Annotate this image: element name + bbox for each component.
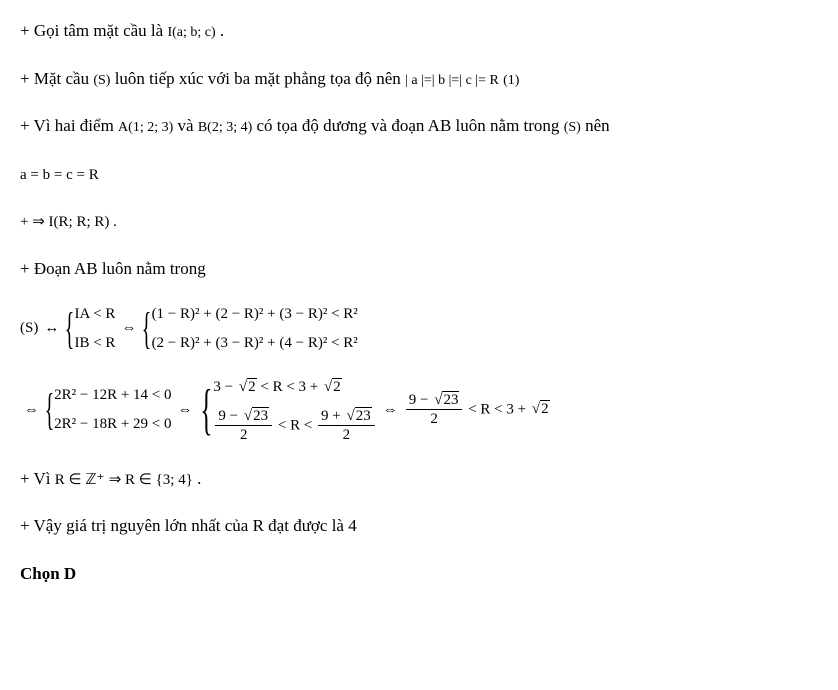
para-4: a = b = c = R — [20, 161, 818, 187]
iff-icon: ⇔ — [383, 399, 398, 422]
iff-icon: ⇔ — [24, 399, 39, 422]
iff-icon: ⇔ — [178, 399, 193, 422]
text: + Gọi tâm mặt cầu là — [20, 21, 167, 40]
math-center: I(a; b; c) — [167, 25, 215, 40]
point-B: B(2; 3; 4) — [198, 120, 252, 135]
para-1: + Gọi tâm mặt cầu là I(a; b; c) . — [20, 18, 818, 44]
text: và — [178, 116, 198, 135]
para-8: + Vậy giá trị nguyên lớn nhất của R đạt … — [20, 513, 818, 539]
math-s: (S) — [93, 73, 110, 88]
final-range: 9 − 23 2 < R < 3 + 2 — [404, 392, 550, 428]
ineq-IA: IA < R — [74, 303, 115, 326]
val: < R < 3 + — [468, 401, 530, 417]
para-5: + ⇒ I(R; R; R) . — [20, 208, 818, 234]
val: 3 − — [213, 379, 236, 395]
denominator: 2 — [430, 410, 438, 428]
text: . — [197, 469, 201, 488]
ineq-IB: IB < R — [74, 332, 115, 355]
iff-icon: ↔ — [44, 317, 59, 340]
answer-label: Chọn D — [20, 564, 76, 583]
quad-2: 2R² − 18R + 29 < 0 — [54, 413, 171, 436]
math-Z: R ∈ ℤ⁺ — [55, 472, 105, 488]
constraint-row-2: ⇔ { 2R² − 12R + 14 < 0 2R² − 18R + 29 < … — [20, 376, 818, 444]
fraction: 9 − 23 2 — [406, 392, 463, 428]
val: 9 − — [218, 408, 241, 424]
range-R-1: 3 − 2 < R < 3 + 2 — [213, 376, 376, 399]
sqrt-icon: 23 — [432, 392, 459, 409]
denominator: 2 — [240, 426, 248, 444]
val: 9 − — [409, 392, 432, 408]
radicand: 23 — [252, 407, 269, 424]
implies: ⇒ — [109, 472, 125, 488]
fraction: 9 − 23 2 — [215, 408, 272, 444]
radicand: 2 — [247, 378, 257, 395]
label-S: (S) — [20, 317, 38, 340]
sqrt-icon: 2 — [530, 398, 550, 421]
text: + Vì — [20, 469, 55, 488]
text: + Mặt cầu — [20, 69, 93, 88]
sqrt-icon: 2 — [322, 376, 342, 399]
radicand: 2 — [332, 378, 342, 395]
radicand: 23 — [355, 407, 372, 424]
val: < R < 3 + — [257, 379, 322, 395]
point-A: A(1; 2; 3) — [118, 120, 173, 135]
system-2: (1 − R)² + (2 − R)² + (3 − R)² < R² (2 −… — [152, 303, 358, 354]
sqrt-icon: 23 — [345, 408, 372, 425]
val: < R < — [278, 417, 316, 433]
math-abc: a = b = c = R — [20, 167, 99, 183]
math-set: R ∈ {3; 4} — [125, 472, 193, 488]
numerator: 9 + 23 — [318, 408, 375, 427]
ineq-expand-2: (2 − R)² + (3 − R)² + (4 − R)² < R² — [152, 332, 358, 355]
brace-icon: { — [45, 399, 55, 421]
numerator: 9 − 23 — [215, 408, 272, 427]
math-s2: (S) — [564, 120, 581, 135]
sqrt-icon: 23 — [242, 408, 269, 425]
system-1: IA < R IB < R — [74, 303, 115, 354]
quad-1: 2R² − 12R + 14 < 0 — [54, 384, 171, 407]
math-I: + ⇒ I(R; R; R) . — [20, 214, 117, 230]
constraint-row-1: (S) ↔ { IA < R IB < R ⇔ { (1 − R)² + (2 … — [20, 303, 818, 354]
radicand: 2 — [540, 400, 550, 417]
math-abs: | a |=| b |=| c |= R — [405, 73, 499, 88]
conclusion: + Vậy giá trị nguyên lớn nhất của R đạt … — [20, 516, 357, 535]
para-7: + Vì R ∈ ℤ⁺ ⇒ R ∈ {3; 4} . — [20, 466, 818, 492]
eqtag: (1) — [503, 73, 519, 88]
para-2: + Mặt cầu (S) luôn tiếp xúc với ba mặt p… — [20, 66, 818, 92]
text: nên — [585, 116, 610, 135]
iff-icon: ⇔ — [121, 317, 136, 340]
brace-icon: { — [65, 318, 75, 340]
ineq-expand-1: (1 − R)² + (2 − R)² + (3 − R)² < R² — [152, 303, 358, 326]
text: có tọa độ dương và đoạn AB luôn nằm tron… — [257, 116, 564, 135]
para-6: + Đoạn AB luôn nằm trong — [20, 256, 818, 282]
denominator: 2 — [343, 426, 351, 444]
range-R-2: 9 − 23 2 < R < 9 + 23 2 — [213, 408, 376, 444]
radicand: 23 — [442, 391, 459, 408]
system-4: 3 − 2 < R < 3 + 2 9 − 23 2 < R < 9 + 23 … — [213, 376, 376, 444]
sqrt-icon: 2 — [237, 376, 257, 399]
text: + Đoạn AB luôn nằm trong — [20, 259, 206, 278]
para-3: + Vì hai điểm A(1; 2; 3) và B(2; 3; 4) c… — [20, 113, 818, 139]
answer: Chọn D — [20, 561, 818, 587]
text: + Vì hai điểm — [20, 116, 118, 135]
text: luôn tiếp xúc với ba mặt phẳng tọa độ nê… — [115, 69, 405, 88]
system-3: 2R² − 12R + 14 < 0 2R² − 18R + 29 < 0 — [54, 384, 171, 435]
text: . — [220, 21, 224, 40]
val: 9 + — [321, 408, 344, 424]
brace-icon: { — [200, 396, 212, 424]
fraction: 9 + 23 2 — [318, 408, 375, 444]
brace-icon: { — [142, 318, 152, 340]
numerator: 9 − 23 — [406, 392, 463, 411]
